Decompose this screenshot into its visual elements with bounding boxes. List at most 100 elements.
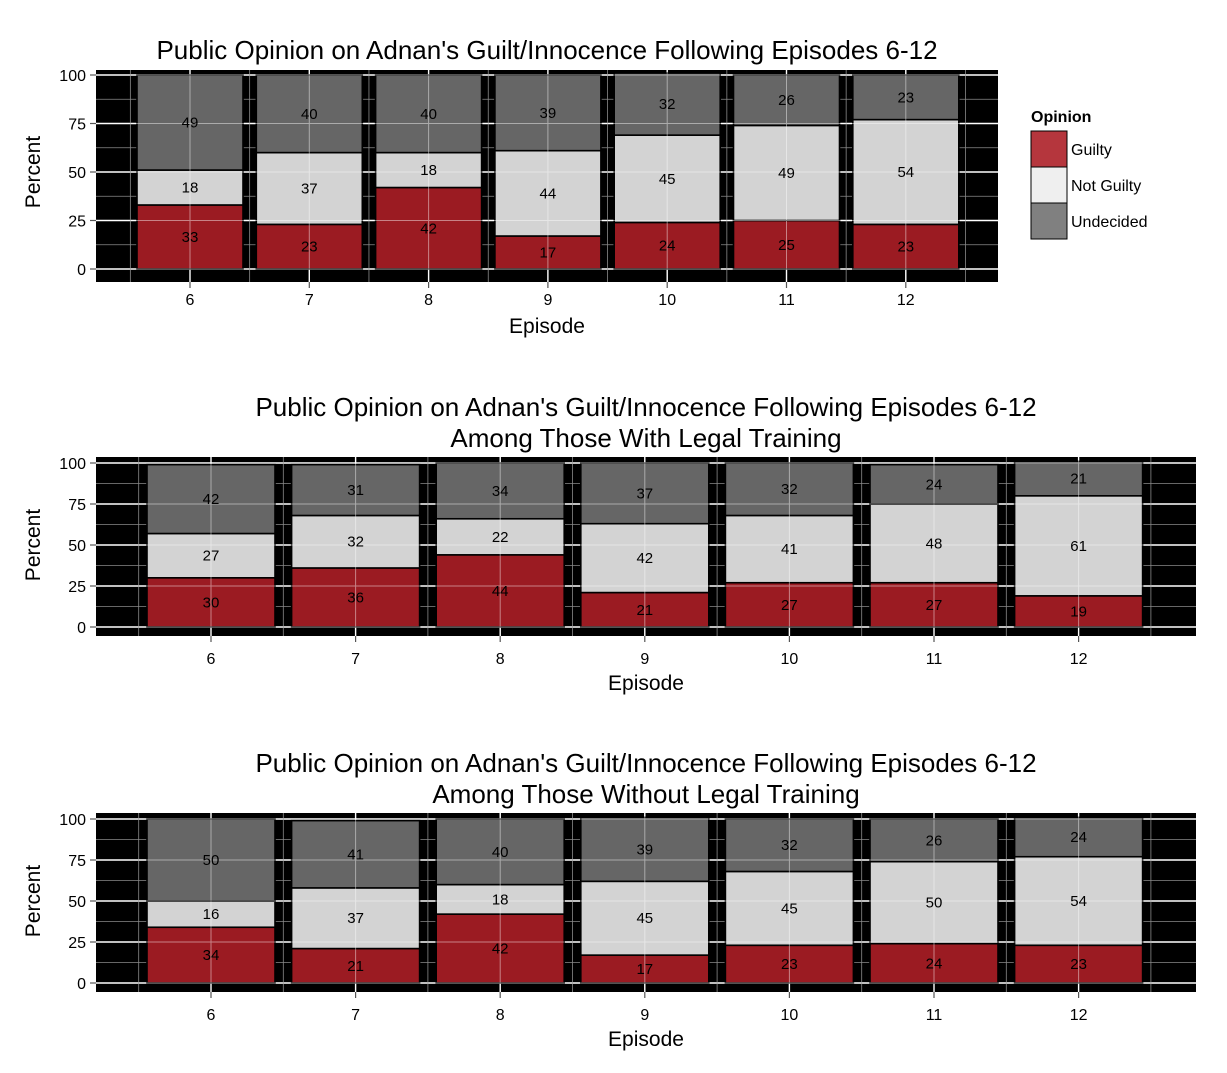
x-tick-label: 9 — [543, 292, 552, 309]
data-label: 44 — [540, 185, 557, 202]
data-label: 45 — [659, 171, 676, 188]
bar-segment-undecided — [146, 818, 276, 902]
data-label: 54 — [1070, 893, 1087, 910]
legend-label: Undecided — [1071, 214, 1148, 231]
x-tick-label: 7 — [351, 1007, 360, 1024]
bar-segment-not-guilty — [290, 514, 421, 569]
y-tick-label: 0 — [77, 976, 86, 993]
chart-title: Public Opinion on Adnan's Guilt/Innocenc… — [156, 35, 937, 65]
data-labels: 34 16 50 21 37 41 42 18 40 17 45 39 23 45 32 24 50 26 23 54… — [203, 829, 1087, 978]
data-label: 50 — [203, 852, 220, 869]
data-label: 23 — [897, 89, 914, 106]
legend-swatch-guilty — [1030, 130, 1068, 168]
data-label: 36 — [347, 589, 364, 606]
chart-title: Public Opinion on Adnan's Guilt/Innocenc… — [255, 748, 1036, 778]
y-axis: 0 25 50 75 100 Percent — [22, 68, 96, 279]
y-tick-label: 25 — [68, 214, 86, 231]
legend: Opinion Guilty Not Guilty Undecided — [1030, 109, 1148, 240]
x-tick-label: 12 — [897, 292, 915, 309]
data-label: 39 — [540, 105, 557, 122]
data-label: 23 — [781, 956, 798, 973]
data-label: 24 — [926, 476, 943, 493]
data-label: 26 — [778, 92, 795, 109]
bar-segment-not-guilty — [579, 880, 710, 956]
data-label: 19 — [1070, 603, 1087, 620]
x-axis: 6 7 8 9 10 11 12 Episode — [186, 282, 915, 338]
bar-segment-undecided — [290, 463, 421, 517]
bar-segment-not-guilty — [724, 870, 855, 947]
bar-segment-undecided — [1013, 816, 1144, 858]
data-label: 27 — [926, 597, 943, 614]
chart-subtitle: Among Those With Legal Training — [450, 423, 841, 453]
x-tick-label: 9 — [640, 1007, 649, 1024]
y-tick-label: 100 — [59, 812, 86, 829]
data-label: 40 — [420, 106, 437, 123]
data-label: 32 — [781, 837, 798, 854]
data-label: 27 — [781, 597, 798, 614]
data-labels: 30 27 42 36 32 31 44 22 34 21 42 37 27 41 32 27 48 24 19 61… — [203, 471, 1087, 621]
y-axis: 0 25 50 75 100 Percent — [22, 456, 96, 637]
y-tick-label: 75 — [68, 117, 86, 134]
bar-segment-guilty — [374, 186, 483, 270]
y-axis-label: Percent — [22, 865, 45, 938]
bar-segment-not-guilty — [869, 860, 999, 945]
bar-segment-undecided — [290, 819, 421, 889]
bar-segment-not-guilty — [1013, 494, 1144, 597]
x-axis: 6 7 8 9 10 11 12 Episode — [207, 636, 1088, 695]
x-tick-label: 11 — [926, 1007, 943, 1024]
y-axis: 0 25 50 75 100 Percent — [22, 812, 96, 993]
y-tick-label: 100 — [59, 456, 86, 473]
x-tick-label: 10 — [658, 292, 676, 309]
bar-segment-guilty — [290, 947, 421, 984]
data-label: 18 — [420, 162, 437, 179]
data-label: 18 — [492, 891, 509, 908]
data-label: 41 — [347, 846, 364, 863]
bar-segment-undecided — [613, 72, 722, 136]
data-label: 32 — [781, 481, 798, 498]
data-label: 39 — [636, 841, 653, 858]
bars — [146, 460, 1144, 628]
legend-label: Not Guilty — [1071, 178, 1141, 195]
data-label: 44 — [492, 583, 509, 600]
bar-segment-not-guilty — [1013, 855, 1144, 947]
data-label: 24 — [1070, 829, 1087, 846]
bar-segment-not-guilty — [724, 514, 855, 584]
bar-segment-guilty — [146, 576, 276, 628]
x-axis-label: Episode — [509, 315, 585, 338]
data-label: 24 — [659, 238, 676, 255]
chart-1: 33 18 49 23 37 40 42 18 40 17 44 39 24 45 32 25 49 26 23 54… — [22, 35, 998, 338]
data-label: 21 — [347, 958, 364, 975]
bar-segment-not-guilty — [869, 503, 999, 584]
data-label: 50 — [926, 895, 943, 912]
y-tick-label: 50 — [68, 894, 86, 911]
data-label: 32 — [347, 534, 364, 551]
x-tick-label: 9 — [640, 651, 649, 668]
bar-segment-guilty — [494, 235, 602, 270]
data-label: 21 — [636, 602, 653, 619]
data-label: 22 — [492, 529, 509, 546]
bar-segment-undecided — [724, 462, 855, 517]
x-axis-label: Episode — [608, 1028, 684, 1051]
data-label: 17 — [636, 961, 653, 978]
data-label: 30 — [203, 594, 220, 611]
y-axis-label: Percent — [22, 509, 45, 582]
bar-segment-undecided — [435, 818, 566, 886]
bar-segment-guilty — [435, 913, 566, 984]
data-label: 37 — [636, 485, 653, 502]
x-tick-label: 10 — [781, 1007, 799, 1024]
data-label: 49 — [778, 165, 795, 182]
data-label: 54 — [897, 164, 914, 181]
bar-segment-not-guilty — [290, 887, 421, 950]
bar-segment-guilty — [732, 219, 841, 270]
bar-segment-undecided — [724, 818, 855, 873]
x-tick-label: 12 — [1070, 651, 1088, 668]
bar-segment-undecided — [579, 816, 710, 883]
data-label: 37 — [347, 910, 364, 927]
chart-2: 3027423632314422342142372741322748241961… — [22, 392, 1196, 695]
data-label: 37 — [301, 180, 318, 197]
bar-segment-undecided — [732, 74, 841, 127]
bar-segment-not-guilty — [435, 883, 566, 915]
x-tick-label: 11 — [778, 292, 795, 309]
bar-segment-undecided — [435, 462, 566, 520]
